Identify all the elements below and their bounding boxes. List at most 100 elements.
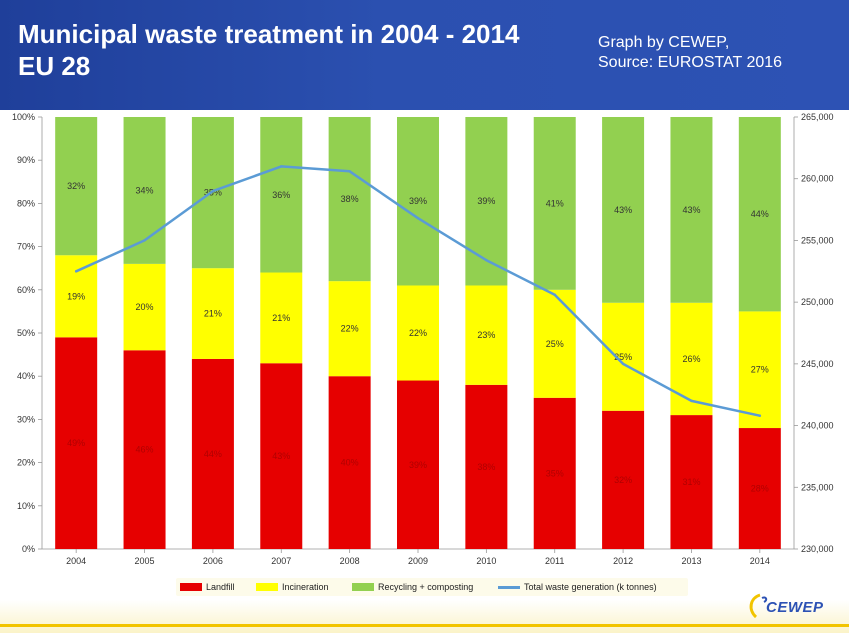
bar-incineration <box>191 268 234 359</box>
bar-recycling <box>738 117 781 312</box>
data-label-landfill: 35% <box>546 468 564 478</box>
data-label-landfill: 31% <box>682 477 700 487</box>
left-axis-tick-label: 80% <box>17 198 35 208</box>
footer-band <box>0 600 849 633</box>
data-label-incineration: 22% <box>341 324 359 334</box>
left-axis-tick-label: 50% <box>17 328 35 338</box>
legend-label-recycling: Recycling + composting <box>378 582 474 592</box>
bar-incineration <box>602 302 645 411</box>
legend-label-landfill: Landfill <box>206 582 235 592</box>
bar-incineration <box>465 285 508 385</box>
right-axis-tick-label: 265,000 <box>801 112 834 122</box>
right-axis-tick-label: 230,000 <box>801 544 834 554</box>
logo-text: CEWEP <box>766 599 824 616</box>
right-axis-tick-label: 245,000 <box>801 359 834 369</box>
data-label-incineration: 27% <box>751 365 769 375</box>
bar-landfill <box>738 428 781 549</box>
right-axis-tick-label: 240,000 <box>801 421 834 431</box>
line-point-total-waste <box>143 239 146 242</box>
x-axis-tick-label: 2005 <box>135 556 155 566</box>
bar-recycling <box>670 117 713 303</box>
left-axis-tick-label: 70% <box>17 242 35 252</box>
left-axis-tick-label: 100% <box>12 112 35 122</box>
legend-swatch-landfill <box>180 583 202 591</box>
data-label-incineration: 23% <box>477 330 495 340</box>
bar-recycling <box>55 117 98 256</box>
data-label-incineration: 25% <box>614 352 632 362</box>
bar-landfill <box>533 397 576 549</box>
legend-label-incineration: Incineration <box>282 582 329 592</box>
data-label-landfill: 44% <box>204 449 222 459</box>
left-axis-tick-label: 20% <box>17 458 35 468</box>
chart-source: Graph by CEWEP, Source: EUROSTAT 2016 <box>598 34 783 71</box>
left-axis-tick-label: 40% <box>17 371 35 381</box>
data-label-recycling: 36% <box>272 190 290 200</box>
data-label-incineration: 21% <box>204 309 222 319</box>
footer-accent-line <box>0 624 849 627</box>
x-axis-tick-label: 2010 <box>476 556 496 566</box>
legend-label-total: Total waste generation (k tonnes) <box>524 582 657 592</box>
data-label-incineration: 19% <box>67 291 85 301</box>
line-point-total-waste <box>416 217 420 220</box>
data-label-recycling: 32% <box>67 181 85 191</box>
data-label-recycling: 39% <box>477 196 495 206</box>
data-label-recycling: 43% <box>682 205 700 215</box>
bar-landfill <box>670 415 713 549</box>
right-axis-tick-label: 255,000 <box>801 235 834 245</box>
data-label-landfill: 38% <box>477 462 495 472</box>
x-axis-tick-label: 2006 <box>203 556 223 566</box>
line-point-total-waste <box>758 414 762 417</box>
x-axis-tick-label: 2004 <box>66 556 86 566</box>
bar-incineration <box>670 302 713 416</box>
waste-treatment-chart: 0% 10% 20% 30% 40% 50% 60% 70% 80% 90% 100% 230,000… <box>12 112 834 566</box>
bar-landfill <box>328 376 371 549</box>
logo-swoosh-icon <box>749 593 768 619</box>
data-label-landfill: 32% <box>614 475 632 485</box>
data-label-recycling: 43% <box>614 205 632 215</box>
left-axis-tick-label: 60% <box>17 285 35 295</box>
data-label-recycling: 34% <box>136 185 154 195</box>
data-label-landfill: 43% <box>272 451 290 461</box>
data-label-landfill: 39% <box>409 460 427 470</box>
line-point-total-waste <box>485 258 488 262</box>
bar-landfill <box>260 363 303 549</box>
left-axis-tick-label: 0% <box>22 544 35 554</box>
x-axis-tick-label: 2009 <box>408 556 428 566</box>
data-label-landfill: 40% <box>341 458 359 468</box>
bar-recycling <box>328 117 371 282</box>
bar-landfill <box>123 350 166 549</box>
left-axis-tick-label: 90% <box>17 155 35 165</box>
bar-recycling <box>397 117 439 286</box>
chart-legend: Landfill Incineration Recycling + compos… <box>176 578 688 596</box>
bar-incineration <box>260 272 303 364</box>
data-label-incineration: 26% <box>682 354 700 364</box>
bar-recycling <box>533 117 576 290</box>
line-point-total-waste <box>553 293 556 296</box>
line-point-total-waste <box>280 165 283 168</box>
bar-landfill <box>55 337 98 549</box>
data-label-recycling: 41% <box>546 198 564 208</box>
line-point-total-waste <box>348 170 351 173</box>
data-label-landfill: 49% <box>67 438 85 448</box>
bar-recycling <box>260 117 303 273</box>
chart-title: Municipal waste treatment in 2004 - 2014… <box>18 19 520 81</box>
x-axis-tick-label: 2014 <box>750 556 770 566</box>
bar-landfill <box>397 380 439 549</box>
line-point-total-waste <box>621 362 625 366</box>
left-axis-tick-label: 30% <box>17 414 35 424</box>
bar-recycling <box>465 117 508 286</box>
line-point-total-waste <box>74 270 78 273</box>
bar-landfill <box>465 384 508 549</box>
data-label-recycling: 39% <box>409 196 427 206</box>
right-axis-tick-label: 260,000 <box>801 174 834 184</box>
x-axis-tick-label: 2011 <box>545 556 564 566</box>
data-label-recycling: 38% <box>341 194 359 204</box>
data-label-landfill: 28% <box>751 484 769 494</box>
line-point-total-waste <box>211 189 215 193</box>
cewep-logo: CEWEP <box>746 590 826 624</box>
legend-swatch-incineration <box>256 583 278 591</box>
bar-landfill <box>191 358 234 549</box>
bar-incineration <box>55 255 98 338</box>
data-label-landfill: 46% <box>136 445 154 455</box>
bar-incineration <box>328 281 371 377</box>
